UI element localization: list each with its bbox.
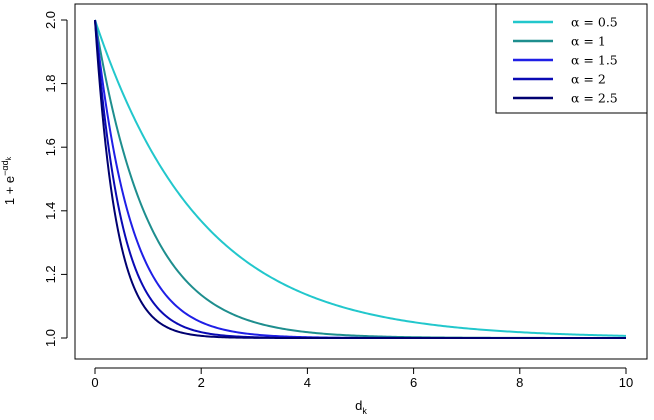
legend-label: α = 2.5 [571, 91, 618, 106]
series-line-5 [94, 19, 626, 339]
y-tick-label: 1.6 [43, 138, 58, 156]
y-tick-label: 1.8 [43, 75, 58, 93]
legend-label: α = 1 [571, 34, 606, 49]
legend-label: α = 0.5 [571, 15, 618, 30]
legend: α = 0.5 α = 1 α = 1.5 α = 2 α = 2.5 [495, 3, 648, 114]
x-tick-label: 0 [91, 375, 98, 390]
x-tick-label: 8 [516, 375, 523, 390]
series-layer [94, 19, 627, 339]
y-axis: 1.0 1.2 1.4 1.6 1.8 2.0 [43, 11, 68, 347]
x-axis-title: dk [355, 398, 367, 416]
x-tick-label: 6 [410, 375, 417, 390]
x-tick-label: 10 [619, 375, 633, 390]
x-axis: 0 2 4 6 8 10 [91, 367, 633, 390]
y-tick-label: 1.0 [43, 329, 58, 347]
y-tick-label: 1.4 [43, 202, 58, 220]
x-tick-label: 4 [304, 375, 311, 390]
x-tick-label: 2 [198, 375, 205, 390]
y-axis-title: 1 + e−αdk [0, 156, 17, 205]
series-line-1 [94, 19, 627, 337]
legend-label: α = 2 [571, 72, 606, 87]
plot-frame [74, 3, 648, 360]
legend-label: α = 1.5 [571, 53, 618, 68]
y-tick-label: 2.0 [43, 11, 58, 29]
y-tick-label: 1.2 [43, 265, 58, 283]
